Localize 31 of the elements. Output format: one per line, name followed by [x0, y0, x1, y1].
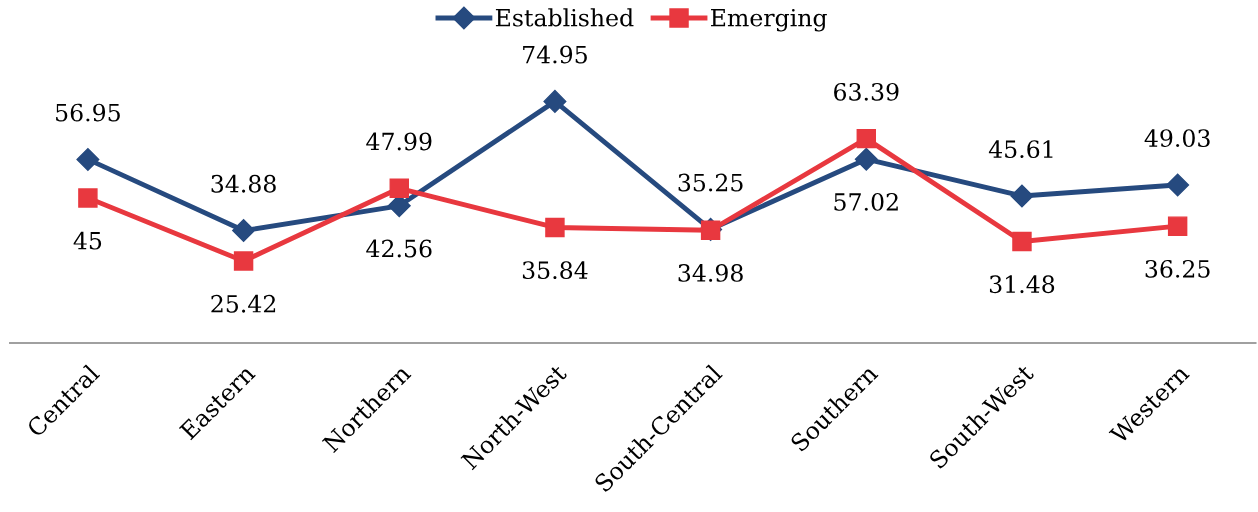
point [854, 147, 878, 171]
data-label: 56.95 [56, 103, 120, 122]
point [76, 147, 100, 171]
point [233, 251, 254, 271]
point [1166, 173, 1190, 197]
legend-label: Established [495, 8, 634, 27]
point [1012, 231, 1032, 252]
data-label: 49.03 [1144, 129, 1210, 148]
point [232, 219, 256, 243]
data-label: 45 [73, 231, 102, 250]
data-label: 35.84 [522, 261, 588, 280]
point [78, 188, 98, 208]
data-label: 35.25 [678, 173, 743, 192]
data-label: 31.48 [989, 275, 1055, 294]
data-label: 36.25 [1145, 259, 1210, 278]
point [856, 128, 877, 149]
point [1167, 216, 1188, 236]
data-label: 45.61 [988, 140, 1053, 159]
data-label: 74.95 [523, 45, 587, 64]
point [389, 178, 409, 199]
point [1010, 184, 1034, 208]
legend-label: Emerging [711, 8, 827, 32]
point [543, 89, 567, 113]
data-label: 63.39 [834, 82, 899, 101]
point [545, 217, 565, 238]
data-label: 25.42 [211, 294, 276, 313]
data-label: 34.98 [678, 264, 743, 282]
data-label: 57.02 [834, 192, 898, 211]
data-label: 47.99 [366, 132, 432, 151]
data-label: 42.56 [366, 239, 432, 258]
data-label: 34.88 [211, 174, 276, 193]
